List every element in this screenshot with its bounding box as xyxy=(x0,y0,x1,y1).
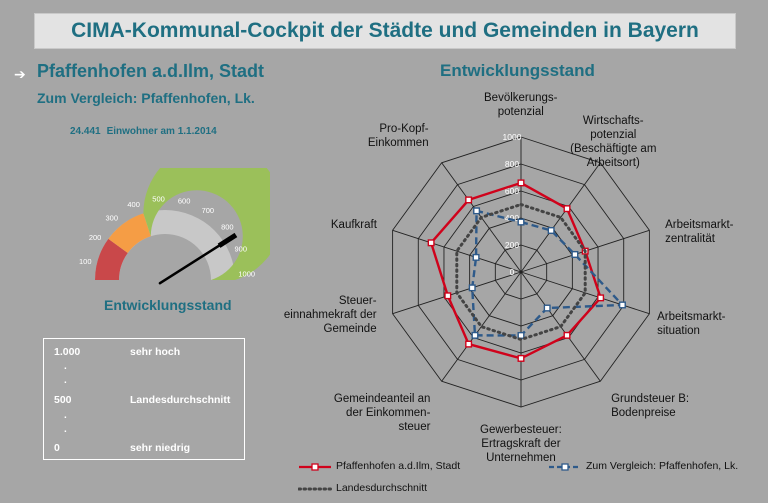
radar-axis-line xyxy=(441,271,522,382)
radar-point xyxy=(468,284,476,292)
radar-series-line xyxy=(471,209,626,337)
gauge-chart: 100 200 300 400 500 600 700 800 900 1000 xyxy=(79,168,270,285)
legend-swatch xyxy=(298,487,332,491)
legend-swatch xyxy=(299,463,331,471)
population-info: 24.441 Einwohner am 1.1.2014 xyxy=(70,126,223,137)
radar-axis-label: Bevölkerungs-potenzial xyxy=(484,91,558,118)
radar-series-line xyxy=(429,181,602,360)
gauge-tick-label: 600 xyxy=(178,196,191,205)
scale-dot: . xyxy=(64,361,67,372)
radar-grid-ring xyxy=(469,217,573,327)
scale-legend: 1.000 sehr hoch . . 500 Landesdurchschni… xyxy=(43,338,245,460)
radar-axis-label: Arbeitsmarkt-zentralität xyxy=(665,218,734,245)
scale-desc: Landesdurchschnitt xyxy=(130,394,231,406)
radar-point xyxy=(465,340,473,348)
radar-axis-label: Pro-Kopf- Einkommen xyxy=(367,123,429,150)
radar-axis-label: Grundsteuer B: Bodenpreise xyxy=(611,392,690,419)
radar-point xyxy=(517,354,525,362)
radar-tick-label: 200 xyxy=(505,240,519,250)
radar-point xyxy=(427,239,435,247)
radar-axis-label: Steuer-einnahmekraft der Gemeinde xyxy=(283,295,377,336)
radar-tick-label: 600 xyxy=(505,186,519,196)
radar-point xyxy=(444,292,452,300)
scale-row-low: 0 sehr niedrig xyxy=(54,442,239,456)
radar-point xyxy=(563,331,571,339)
radar-point xyxy=(563,205,571,213)
scale-desc: sehr niedrig xyxy=(130,442,191,454)
radar-grid-ring xyxy=(417,163,625,381)
scale-dot: . xyxy=(64,424,67,435)
radar-tick-label: 0 xyxy=(510,267,515,277)
gauge-title: Entwicklungsstand xyxy=(104,297,232,313)
gauge-band-mid xyxy=(108,213,151,253)
legend-swatch-marker xyxy=(561,463,569,471)
scale-value: 0 xyxy=(54,442,60,454)
gauge-tick-label: 100 xyxy=(79,257,92,266)
radar-point xyxy=(517,218,525,226)
gauge-tick-label: 200 xyxy=(89,233,102,242)
gauge-tick-label: 400 xyxy=(127,200,140,209)
radar-title: Entwicklungsstand xyxy=(440,61,595,80)
gauge-tick-label: 500 xyxy=(152,194,165,203)
gauge-band-high xyxy=(143,168,270,280)
radar-point xyxy=(571,250,579,258)
legend-label: Landesdurchschnitt xyxy=(336,482,428,494)
scale-desc: sehr hoch xyxy=(130,346,181,358)
scale-value: 1.000 xyxy=(54,346,81,358)
gauge-tick-label: 700 xyxy=(202,206,215,215)
arrow-icon: ➔ xyxy=(14,66,26,82)
population-value: 24.441 xyxy=(70,126,101,137)
gauge-band-low xyxy=(95,238,128,280)
place-name: Pfaffenhofen a.d.Ilm, Stadt xyxy=(37,61,265,81)
radar-point xyxy=(581,247,589,255)
radar-axis-label: Wirtschafts-potenzial (Beschäftigte am Arb… xyxy=(570,115,657,170)
radar-point xyxy=(517,331,525,339)
radar-point xyxy=(465,196,473,204)
radar-axis-line xyxy=(520,229,650,273)
gauge-tick-label: 800 xyxy=(221,223,234,232)
radar-point xyxy=(618,301,626,309)
radar-axis-line xyxy=(520,271,650,315)
population-label: Einwohner am 1.1.2014 xyxy=(106,126,217,137)
gauge-tick-label: 900 xyxy=(235,245,248,254)
legend-label: Pfaffenhofen a.d.Ilm, Stadt xyxy=(336,460,461,472)
radar-axis-label: Arbeitsmarkt-situation xyxy=(657,311,726,338)
radar-point xyxy=(473,207,481,215)
radar-axis-line xyxy=(392,229,522,273)
radar-axis-label: Gewerbesteuer: Ertragskraft der Unternehme… xyxy=(480,424,562,465)
radar-axis-line xyxy=(520,271,601,382)
gauge-tick-label: 1000 xyxy=(238,270,255,279)
radar-point xyxy=(471,331,479,339)
radar-point xyxy=(517,179,525,187)
legend-swatch xyxy=(549,463,581,471)
radar-axis-label: Gemeindeanteil an der Einkommen-steuer xyxy=(333,392,431,433)
scale-row-high: 1.000 sehr hoch xyxy=(54,346,239,360)
radar-point xyxy=(543,304,551,312)
radar-axis-line xyxy=(392,271,522,315)
radar-axis-line xyxy=(441,162,522,273)
radar-grid-ring xyxy=(392,136,650,408)
gauge-tick-label: 300 xyxy=(105,214,118,223)
radar-axis-line xyxy=(520,162,601,273)
legend-label: Zum Vergleich: Pfaffenhofen, Lk. xyxy=(586,460,739,472)
compare-name: Zum Vergleich: Pfaffenhofen, Lk. xyxy=(37,90,255,106)
scale-row-mid: 500 Landesdurchschnitt xyxy=(54,394,239,408)
gauge-needle xyxy=(158,236,233,285)
radar-point xyxy=(472,253,480,261)
scale-dot: . xyxy=(64,375,67,386)
radar-point xyxy=(597,294,605,302)
legend-swatch-marker xyxy=(311,463,319,471)
gauge-needle-tip xyxy=(217,232,238,248)
radar-point xyxy=(547,226,555,234)
radar-grid-ring xyxy=(494,244,548,300)
scale-dot: . xyxy=(64,410,67,421)
scale-value: 500 xyxy=(54,394,72,406)
radar-series-line xyxy=(455,202,587,342)
radar-tick-label: 1000 xyxy=(503,132,522,142)
page-title: CIMA-Kommunal-Cockpit der Städte und Gem… xyxy=(34,13,736,49)
radar-tick-label: 800 xyxy=(505,159,519,169)
radar-grid-ring xyxy=(443,190,599,354)
radar-axis-label: Kaufkraft xyxy=(330,218,377,231)
radar-tick-label: 400 xyxy=(505,213,519,223)
